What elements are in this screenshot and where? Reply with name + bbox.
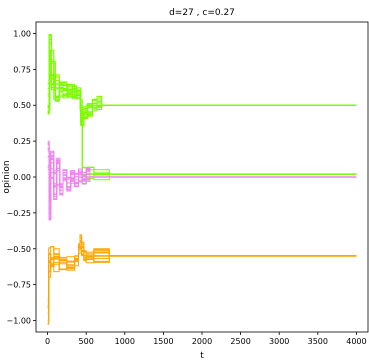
- y-tick-label: −1.00: [6, 317, 31, 326]
- series-line: [47, 34, 357, 127]
- trajectory-line: [47, 49, 357, 180]
- trajectory-line: [47, 53, 357, 127]
- x-axis: 0 500 1000 1500 2000 2500 3000 3500 4000: [45, 332, 367, 346]
- trajectory-line: [47, 34, 357, 115]
- trajectory-line: [47, 35, 357, 115]
- trajectory-line: [47, 234, 357, 314]
- trajectory-line: [47, 59, 357, 122]
- x-tick-label: 2500: [230, 337, 250, 346]
- y-tick-label: −0.25: [6, 209, 31, 218]
- chart-title: d=27 , c=0.27: [169, 8, 235, 18]
- trajectory-line: [47, 144, 91, 202]
- x-tick-label: 1000: [115, 337, 135, 346]
- trajectory-line: [47, 54, 357, 123]
- trajectory-line: [47, 59, 357, 176]
- series-line: [47, 140, 357, 221]
- x-axis-label: t: [200, 351, 204, 361]
- trajectory-line: [47, 143, 91, 201]
- x-tick-label: 4000: [346, 337, 366, 346]
- y-axis-label: opinion: [2, 160, 12, 193]
- series-line: [47, 49, 357, 181]
- y-tick-label: −0.50: [6, 245, 31, 254]
- y-axis: 1.00 0.75 0.50 0.25 0.00 −0.25 −0.50 −0.75 −1.00: [6, 29, 36, 326]
- trajectory-line: [47, 237, 357, 321]
- x-tick-label: 3000: [269, 337, 289, 346]
- x-tick-label: 0: [45, 337, 50, 346]
- y-tick-label: 1.00: [13, 29, 31, 38]
- x-tick-label: 3500: [308, 337, 328, 346]
- y-tick-label: 0.75: [13, 65, 31, 74]
- plot-lines: [47, 34, 357, 325]
- trajectory-line: [47, 37, 357, 125]
- x-tick-label: 2000: [192, 337, 212, 346]
- trajectory-line: [47, 50, 357, 119]
- y-tick-label: 0.25: [13, 137, 31, 146]
- y-tick-label: 0.50: [13, 101, 31, 110]
- y-tick-label: −0.75: [6, 281, 31, 290]
- x-tick-label: 500: [79, 337, 94, 346]
- y-tick-label: 0.00: [13, 173, 31, 182]
- trajectory-line: [47, 43, 357, 122]
- trajectory-line: [47, 49, 357, 181]
- trajectory-line: [47, 74, 357, 175]
- x-tick-label: 1500: [153, 337, 173, 346]
- trajectory-line: [47, 235, 357, 306]
- series-line: [47, 234, 357, 325]
- trajectory-line: [47, 58, 357, 126]
